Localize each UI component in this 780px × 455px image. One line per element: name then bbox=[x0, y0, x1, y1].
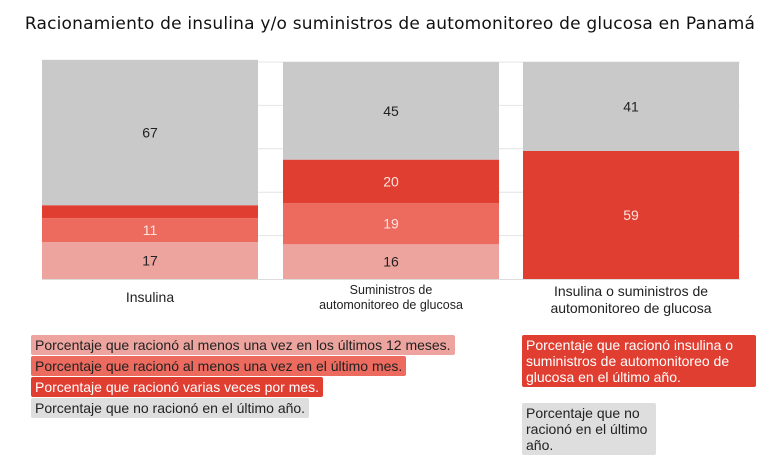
data-label: 67 bbox=[142, 125, 158, 141]
data-label: 19 bbox=[383, 216, 399, 232]
bar-segment bbox=[283, 159, 499, 204]
legend-item: Porcentaje que racionó al menos una vez … bbox=[31, 335, 455, 355]
bar-segment bbox=[283, 244, 499, 279]
data-label: 45 bbox=[383, 103, 399, 119]
legend-item: Porcentaje que racionó insulina o sumini… bbox=[522, 335, 756, 387]
legend-item: Porcentaje que racionó al menos una vez … bbox=[31, 356, 407, 376]
bar-segment bbox=[42, 59, 258, 206]
category-label: Suministros de automonitoreo de glucosa bbox=[319, 283, 463, 312]
data-label: 20 bbox=[383, 173, 399, 189]
legend-item: Porcentaje que no racionó en el último a… bbox=[522, 403, 656, 455]
chart-title: Racionamiento de insulina y/o suministro… bbox=[24, 14, 756, 34]
stacked-bar-chart: 1711667161920455941 bbox=[42, 59, 740, 280]
data-label: 11 bbox=[143, 222, 158, 238]
bar-segment bbox=[283, 62, 499, 160]
bar-segment bbox=[283, 203, 499, 245]
bar-segment bbox=[42, 242, 258, 279]
bar-segment bbox=[42, 205, 258, 219]
data-label: 41 bbox=[623, 98, 639, 114]
legend-item: Porcentaje que racionó varias veces por … bbox=[31, 377, 324, 397]
bar-segment bbox=[42, 218, 258, 243]
data-label: 59 bbox=[623, 207, 639, 223]
data-label: 16 bbox=[383, 254, 399, 270]
category-label: Insulina bbox=[125, 289, 175, 305]
data-label: 17 bbox=[142, 253, 158, 269]
category-label: Insulina o suministros de automonitoreo … bbox=[550, 283, 712, 316]
bar-segment bbox=[523, 62, 739, 151]
legend-item: Porcentaje que no racionó en el último a… bbox=[31, 398, 310, 418]
bar-segment bbox=[523, 150, 739, 279]
